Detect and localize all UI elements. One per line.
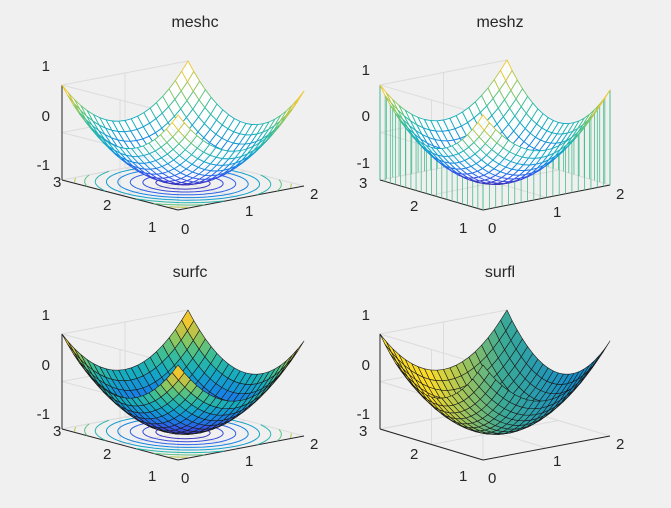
z-tick-label: -1	[37, 157, 50, 174]
y-tick-label: 1	[148, 219, 156, 236]
y-tick-label: 3	[359, 423, 367, 440]
z-tick-label: -1	[357, 155, 370, 172]
y-tick-label: 1	[148, 468, 156, 485]
z-tick-label: 1	[42, 307, 50, 324]
x-tick-label: 2	[310, 186, 318, 203]
y-axis-line	[61, 179, 179, 211]
surface-patch	[598, 89, 611, 109]
subplot-title: surfc	[173, 264, 208, 281]
x-tick-label: 1	[553, 453, 561, 470]
z-tick-label: 1	[362, 307, 370, 324]
subplot-title: meshz	[476, 14, 523, 31]
subplot-title: surfl	[485, 264, 515, 281]
x-tick-label: 0	[181, 470, 189, 487]
z-tick-label: 1	[362, 62, 370, 79]
subplot-title: meshc	[171, 14, 218, 31]
y-tick-label: 3	[359, 175, 367, 192]
y-tick-label: 1	[459, 220, 467, 237]
z-tick-label: 0	[42, 108, 50, 125]
subplot-meshc: meshc 1 0 -1 3 2 1 0 1 2	[37, 14, 319, 238]
x-tick-label: 1	[553, 204, 561, 221]
x-tick-label: 2	[310, 436, 318, 453]
subplot-surfl: surfl 1 0 -1 3 2 1 0 1 2	[357, 264, 625, 487]
x-axis-line	[482, 435, 611, 461]
y-tick-label: 3	[53, 423, 61, 440]
z-tick-label: 1	[42, 58, 50, 75]
y-tick-label: 2	[103, 446, 111, 463]
y-tick-label: 1	[459, 468, 467, 485]
y-axis-line	[61, 428, 179, 461]
z-tick-label: 0	[362, 357, 370, 374]
x-tick-label: 1	[245, 453, 253, 470]
subplot-meshz: meshz 1 0 -1 3 2 1 0 1 2	[357, 14, 625, 237]
z-tick-label: 0	[42, 357, 50, 374]
y-tick-label: 2	[103, 197, 111, 214]
y-tick-label: 2	[410, 446, 418, 463]
x-tick-label: 2	[616, 436, 624, 453]
x-axis-line	[177, 185, 305, 211]
x-axis-line	[177, 435, 305, 461]
surface-patch	[291, 90, 305, 110]
y-tick-label: 3	[53, 174, 61, 191]
z-tick-label: -1	[357, 406, 370, 423]
subplot-surfc: surfc 1 0 -1 3 2 1 0 1 2	[37, 264, 319, 487]
x-tick-label: 0	[488, 220, 496, 237]
z-tick-label: 0	[362, 108, 370, 125]
x-tick-label: 2	[616, 186, 624, 203]
x-tick-label: 1	[245, 203, 253, 220]
surface-patch	[291, 340, 305, 360]
x-tick-label: 0	[181, 221, 189, 238]
x-tick-label: 0	[488, 470, 496, 487]
y-axis-line	[379, 428, 484, 461]
surface-patch	[598, 340, 611, 360]
z-tick-label: -1	[37, 406, 50, 423]
y-tick-label: 2	[410, 198, 418, 215]
